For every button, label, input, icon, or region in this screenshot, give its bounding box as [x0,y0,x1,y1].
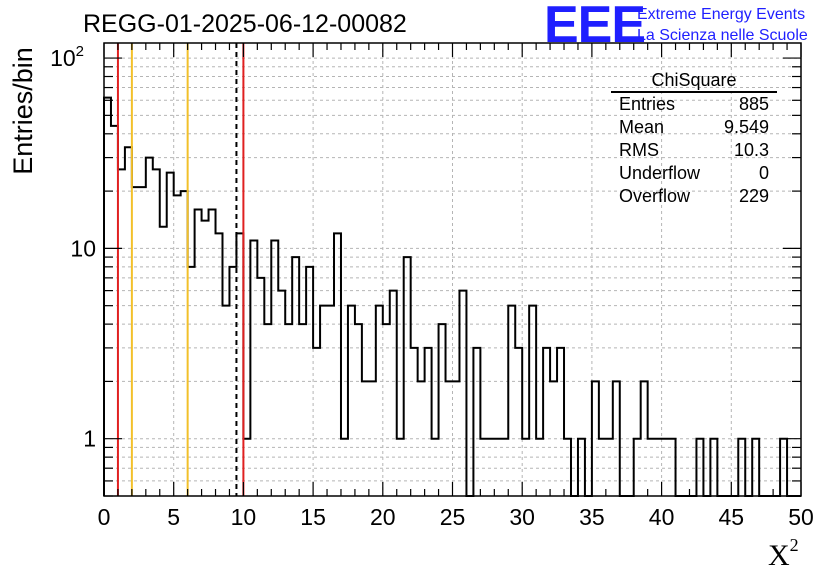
stats-row-label: Overflow [619,186,691,206]
x-tick-label: 50 [788,504,814,530]
y-tick-label: 1 [83,426,96,452]
y-tick-label-sup: 2 [76,43,84,60]
reference-lines [116,43,245,496]
x-tick-label: 10 [231,504,257,530]
stats-row-value: 885 [739,94,769,114]
x-tick-label: 30 [509,504,535,530]
logo-line-2: La Scienza nelle Scuole [637,27,808,44]
x-tick-label: 45 [719,504,745,530]
x-axis-label-base: X [768,539,790,572]
y-axis-label: Entries/bin [8,47,38,175]
stats-row-value: 9.549 [724,117,769,137]
stats-row-label: Entries [619,94,675,114]
x-axis-label-sup: 2 [790,535,799,555]
grid [104,43,801,496]
stats-box: ChiSquare Entries 885 Mean 9.549 RMS 10.3 Unde… [611,70,777,206]
y-tick-label-base: 10 [50,45,76,71]
logo: EEE Extreme Energy Events La Scienza nel… [544,0,808,54]
stats-row-value: 10.3 [734,140,769,160]
stats-row-label: Mean [619,117,664,137]
x-tick-label: 20 [370,504,396,530]
y-tick-label: 10 [70,235,96,261]
stats-title: ChiSquare [651,70,736,90]
logo-line-1: Extreme Energy Events [637,6,805,23]
stats-row-label: RMS [619,140,659,160]
x-tick-label: 40 [649,504,675,530]
x-tick-label: 35 [579,504,605,530]
histogram [103,96,801,497]
y-tick-label: 102 [50,43,84,71]
stats-row-value: 0 [759,163,769,183]
logo-mark: EEE [544,0,645,54]
histogram-outline [103,96,801,497]
x-axis-label: X2 [768,535,799,572]
x-tick-label: 15 [300,504,326,530]
x-tick-label: 0 [98,504,111,530]
chart-title: REGG-01-2025-06-12-00082 [83,10,407,38]
stats-row-label: Underflow [619,163,701,183]
x-tick-label: 5 [167,504,180,530]
x-tick-label: 25 [440,504,466,530]
stats-row-value: 229 [739,186,769,206]
